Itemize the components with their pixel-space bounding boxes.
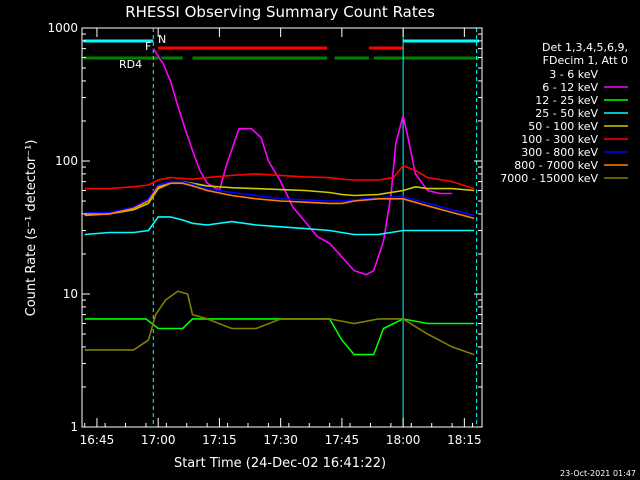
x-tick-label: 18:00: [386, 433, 421, 447]
series-line-4: [84, 180, 475, 215]
annotations: FN RD4: [119, 33, 166, 71]
y-tick-label: 1000: [47, 21, 78, 35]
legend-label: 25 - 50 keV: [535, 107, 598, 120]
chart-title: RHESSI Observing Summary Count Rates: [125, 3, 435, 21]
series-line-0: [152, 48, 399, 228]
legend-label: 7000 - 15000 keV: [500, 172, 598, 185]
y-axis: 1 10 100 1000: [47, 21, 482, 434]
x-tick-label: 16:45: [80, 433, 115, 447]
x-tick-label: 18:15: [447, 433, 482, 447]
x-axis: 16:45 17:00 17:15 17:30 17:45 18:00 18:15: [80, 28, 482, 447]
footer-timestamp: 23-Oct-2021 01:47: [560, 469, 636, 478]
series-line-3: [84, 216, 475, 236]
annotation-f: F: [145, 40, 151, 53]
series-line-2: [84, 318, 475, 356]
series-line-6: [84, 180, 475, 217]
legend-header: Det 1,3,4,5,6,9,: [542, 41, 628, 54]
legend-label: 800 - 7000 keV: [514, 159, 598, 172]
y-tick-label: 1: [70, 420, 78, 434]
plot-area: [83, 28, 480, 427]
series-line-5: [84, 164, 475, 190]
y-axis-label: Count Rate (s⁻¹ detector⁻¹): [24, 140, 39, 317]
legend-label: 100 - 300 keV: [521, 133, 598, 146]
x-tick-label: 17:15: [202, 433, 237, 447]
annotation-n: N: [158, 33, 166, 46]
x-tick-label: 17:30: [263, 433, 298, 447]
plot-frame: [81, 27, 483, 428]
x-axis-label: Start Time (24-Dec-02 16:41:22): [174, 456, 386, 471]
x-tick-label: 17:45: [325, 433, 360, 447]
annotation-rd4: RD4: [119, 58, 142, 71]
series-line-7: [84, 182, 475, 220]
legend-label: 50 - 100 keV: [528, 120, 598, 133]
legend-label: 6 - 12 keV: [542, 81, 598, 94]
legend-label: 12 - 25 keV: [535, 94, 598, 107]
series-line-1: [152, 48, 453, 276]
legend: Det 1,3,4,5,6,9,FDecim 1, Att 03 - 6 keV…: [500, 41, 628, 185]
legend-label: 3 - 6 keV: [549, 68, 598, 81]
y-tick-label: 10: [63, 287, 78, 301]
legend-header: FDecim 1, Att 0: [543, 54, 628, 67]
x-tick-label: 17:00: [141, 433, 176, 447]
series-line-8: [84, 290, 475, 356]
legend-label: 300 - 800 keV: [521, 146, 598, 159]
y-tick-label: 100: [55, 154, 78, 168]
